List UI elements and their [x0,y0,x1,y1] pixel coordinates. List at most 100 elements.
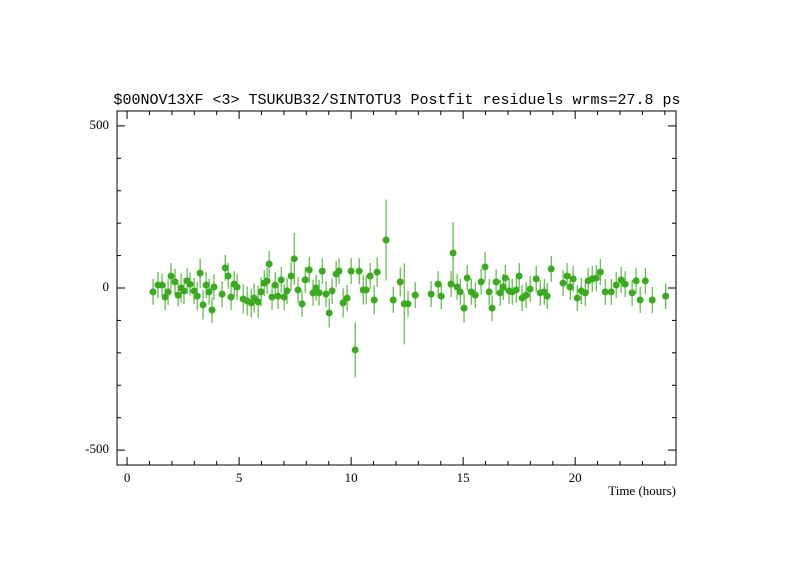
point [512,286,520,294]
point [199,301,207,309]
point [164,288,172,296]
point [205,288,213,296]
point [460,304,468,312]
point [193,292,201,300]
y-tick-label: 500 [90,117,110,132]
point [362,286,370,294]
point [294,286,302,294]
point [343,294,351,302]
point [328,287,336,295]
x-tick-label: 20 [569,470,582,485]
point [190,287,198,295]
point [318,267,326,275]
point [180,287,188,295]
point [174,291,182,299]
point [227,293,235,301]
point [322,290,330,298]
point [563,272,571,280]
point [641,277,649,285]
point [648,296,656,304]
point [287,272,295,280]
point [325,309,333,317]
point [492,278,500,286]
point [271,281,279,289]
point [208,306,216,314]
point [515,272,523,280]
point [662,292,670,300]
point [488,304,496,312]
point [449,249,457,257]
point [612,281,620,289]
point [257,288,265,296]
point [596,268,604,276]
point [171,278,179,286]
point [355,267,363,275]
point [632,277,640,285]
point [463,274,471,282]
point [224,272,232,280]
point [566,283,574,291]
point [569,275,577,283]
x-tick-label: 15 [457,470,470,485]
chart-title: $00NOV13XF <3> TSUKUB32/SINTOTU3 Postfit… [113,92,680,109]
point [370,296,378,304]
point [456,288,464,296]
point [339,299,347,307]
point [366,272,374,280]
point [581,289,589,297]
point [315,289,323,297]
point [233,283,241,291]
point [404,300,412,308]
point [607,288,615,296]
point [283,287,291,295]
point [186,280,194,288]
point [427,290,435,298]
point [628,289,636,297]
point [351,346,359,354]
point [254,298,262,306]
point [158,281,166,289]
point [335,267,343,275]
point [373,268,381,276]
point [396,278,404,286]
point [573,294,581,302]
point [218,290,226,298]
x-tick-label: 5 [236,470,243,485]
point [268,293,276,301]
point [592,274,600,282]
point [274,292,282,300]
point [636,296,644,304]
point [202,281,210,289]
point [389,296,397,304]
point [532,275,540,283]
point [221,264,229,272]
point [161,293,169,301]
point [547,265,555,273]
x-axis-label: Time (hours) [608,483,676,498]
point [526,285,534,293]
point [522,291,530,299]
point [543,292,551,300]
point [501,274,509,282]
point [290,255,298,263]
point [210,283,218,291]
point [305,266,313,274]
point [298,300,306,308]
point [301,276,309,284]
point [601,288,609,296]
point [481,263,489,271]
point [382,236,390,244]
point [277,276,285,284]
point [265,260,273,268]
x-tick-label: 10 [345,470,358,485]
point [411,291,419,299]
point [559,279,567,287]
point [347,267,355,275]
point [437,292,445,300]
point [471,291,479,299]
point [167,272,175,280]
point [485,288,493,296]
point [621,280,629,288]
point [434,280,442,288]
